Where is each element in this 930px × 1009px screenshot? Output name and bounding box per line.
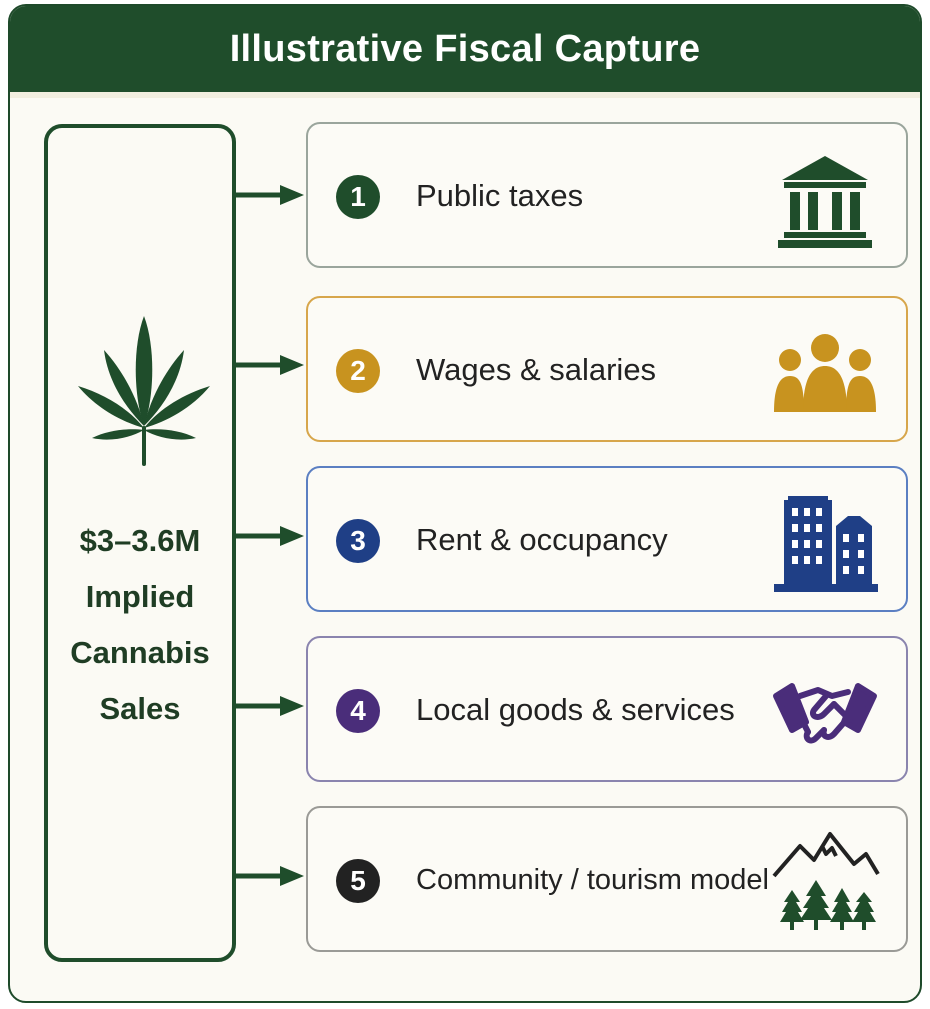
source-text: $3–3.6M Implied Cannabis Sales bbox=[48, 513, 232, 737]
arrow-1 bbox=[236, 185, 304, 205]
office-buildings-icon bbox=[774, 496, 878, 592]
source-label-line-2: Cannabis bbox=[70, 635, 210, 670]
cannabis-leaf-icon bbox=[78, 316, 210, 466]
item-label-3: Rent & occupancy bbox=[416, 522, 668, 557]
arrow-2 bbox=[236, 355, 304, 375]
item-label-4: Local goods & services bbox=[416, 692, 735, 727]
arrow-5 bbox=[236, 866, 304, 886]
item-card-4: 4 Local goods & services bbox=[306, 636, 908, 782]
item-label-1: Public taxes bbox=[416, 178, 584, 213]
source-amount: $3–3.6M bbox=[79, 523, 201, 558]
item-number-2: 2 bbox=[336, 349, 380, 393]
item-card-3: 3 Rent & occupancy bbox=[306, 466, 908, 612]
diagram-title: Illustrative Fiscal Capture bbox=[10, 6, 920, 92]
source-box: $3–3.6M Implied Cannabis Sales bbox=[44, 124, 236, 962]
source-label-line-3: Sales bbox=[99, 691, 181, 726]
source-label-line-1: Implied bbox=[85, 579, 195, 614]
arrow-4 bbox=[236, 696, 304, 716]
item-card-5: 5 Community / tourism model bbox=[306, 806, 908, 952]
diagram-frame: Illustrative Fiscal Capture $3–3.6M Impl… bbox=[8, 4, 922, 1003]
item-number-4: 4 bbox=[336, 689, 380, 733]
item-card-1: 1 Public taxes bbox=[306, 122, 908, 268]
people-group-icon bbox=[774, 334, 876, 412]
item-label-5: Community / tourism model bbox=[416, 864, 769, 896]
header-divider bbox=[10, 92, 920, 98]
item-number-5: 5 bbox=[336, 859, 380, 903]
arrow-3 bbox=[236, 526, 304, 546]
item-label-2: Wages & salaries bbox=[416, 352, 657, 387]
item-number-3: 3 bbox=[336, 519, 380, 563]
government-building-icon bbox=[778, 156, 872, 248]
item-card-2: 2 Wages & salaries bbox=[306, 296, 908, 442]
item-number-1: 1 bbox=[336, 175, 380, 219]
mountains-trees-icon bbox=[772, 832, 880, 930]
handshake-icon bbox=[773, 683, 877, 744]
